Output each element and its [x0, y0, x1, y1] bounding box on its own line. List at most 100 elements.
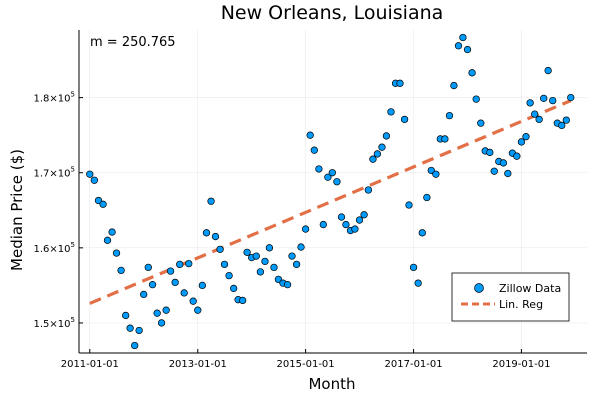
y-tick-label: 1.6×105 [34, 241, 75, 255]
data-point [337, 213, 346, 221]
x-tick-label: 2017-01-01 [385, 359, 443, 370]
data-point [211, 232, 220, 241]
scatter-points [86, 33, 575, 350]
data-point [486, 148, 494, 157]
x-tick-label: 2019-01-01 [492, 359, 550, 370]
data-point [157, 319, 166, 327]
data-point [189, 297, 197, 305]
data-point [409, 263, 418, 272]
data-point [319, 220, 327, 229]
data-point [468, 69, 476, 77]
data-point [387, 108, 395, 116]
data-point [373, 150, 382, 158]
data-point [351, 225, 359, 233]
data-point [522, 133, 530, 141]
data-point [310, 146, 318, 154]
data-point [220, 260, 229, 269]
data-point [230, 284, 238, 293]
y-tick-label: 1.8×105 [34, 91, 75, 105]
data-point [297, 243, 305, 251]
data-point [252, 252, 260, 260]
data-point [126, 324, 134, 332]
data-point [405, 201, 413, 209]
data-point [454, 42, 463, 50]
legend: Zillow Data Lin. Reg [451, 272, 570, 322]
data-point [144, 263, 152, 272]
x-axis-title: Month [308, 375, 355, 393]
legend-box [451, 272, 570, 322]
data-point [517, 138, 526, 146]
data-point [450, 81, 458, 90]
data-point [418, 229, 426, 237]
data-point [355, 216, 364, 224]
y-tick-label: 1.7×105 [34, 166, 75, 180]
data-point [90, 176, 99, 184]
y-tick-label: 1.5×105 [34, 316, 75, 330]
data-point [122, 311, 130, 320]
data-point [535, 115, 543, 124]
legend-label-lin-reg: Lin. Reg [499, 298, 543, 311]
data-point [490, 167, 498, 175]
grid [79, 30, 587, 353]
data-point [288, 252, 296, 260]
data-point [459, 33, 467, 42]
data-point [194, 306, 202, 314]
data-point [148, 280, 157, 289]
data-point [562, 116, 570, 124]
data-point [225, 271, 233, 280]
data-point [549, 96, 557, 105]
data-point [99, 200, 107, 208]
data-point [198, 281, 206, 290]
data-point [364, 186, 373, 194]
data-point [360, 211, 368, 219]
data-point [117, 266, 125, 275]
data-point [378, 143, 386, 151]
data-point [544, 66, 552, 75]
data-point [445, 111, 454, 120]
data-point [135, 326, 143, 335]
data-point [239, 296, 247, 305]
data-point [153, 309, 161, 317]
data-point [202, 229, 211, 237]
data-point [333, 178, 341, 186]
data-point [166, 267, 175, 275]
data-point [423, 193, 431, 202]
data-point [414, 279, 422, 287]
data-point [526, 99, 534, 107]
data-point [324, 173, 332, 181]
data-point [185, 259, 193, 268]
data-point [131, 341, 139, 350]
data-point [531, 110, 539, 118]
data-point [504, 169, 512, 178]
x-tick-label: 2013-01-01 [169, 359, 227, 370]
slope-annotation: m = 250.765 [90, 35, 176, 50]
data-point [540, 94, 548, 103]
data-point [369, 155, 377, 163]
data-point [472, 95, 480, 103]
x-tick-label: 2011-01-01 [61, 359, 119, 370]
data-point [265, 244, 274, 252]
data-point [441, 135, 449, 143]
data-point [270, 263, 278, 272]
data-point [140, 290, 148, 299]
data-point [301, 225, 310, 233]
data-point [261, 257, 269, 266]
data-point [328, 169, 336, 177]
data-point [180, 289, 188, 297]
chart-title: New Orleans, Louisiana [221, 2, 444, 24]
x-tick-label: 2015-01-01 [277, 359, 335, 370]
data-point [112, 249, 121, 257]
legend-label-zillow-data: Zillow Data [499, 282, 561, 295]
data-point [103, 236, 112, 244]
data-point [513, 152, 521, 160]
data-point [342, 220, 350, 229]
axes [78, 30, 587, 354]
data-point [283, 280, 292, 289]
y-ticks: 1.5×105 1.6×105 1.7×105 1.8×105 [34, 91, 83, 330]
data-point [86, 170, 94, 178]
data-point [463, 45, 472, 54]
data-point [567, 93, 575, 102]
data-point [216, 245, 224, 253]
